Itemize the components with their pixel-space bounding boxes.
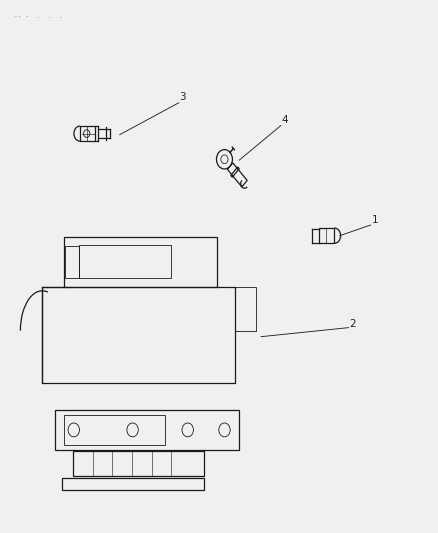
Text: 2: 2	[349, 319, 356, 329]
Text: 1: 1	[371, 215, 377, 225]
Bar	[73, 451, 204, 477]
Bar	[64, 415, 165, 445]
Bar	[64, 237, 217, 287]
Text: 4: 4	[280, 115, 287, 125]
Bar	[79, 245, 171, 278]
Text: 3: 3	[179, 92, 185, 102]
Bar	[42, 287, 234, 383]
Bar	[65, 246, 79, 278]
Bar	[55, 410, 239, 450]
Bar	[62, 478, 204, 490]
Bar	[234, 287, 255, 330]
Text: -- -  .  .  .: -- - . . .	[14, 14, 63, 19]
